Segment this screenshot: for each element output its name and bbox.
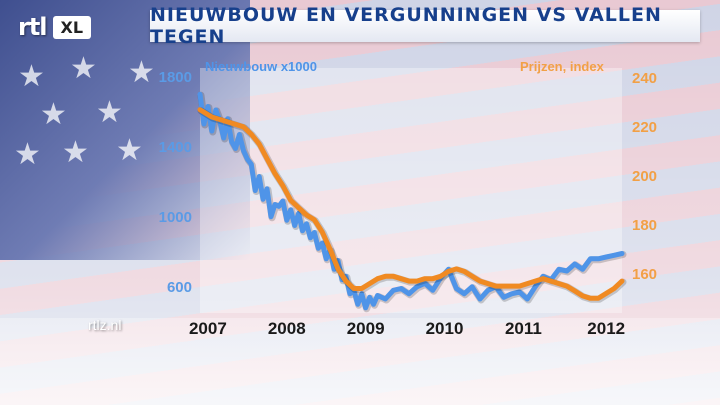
right-tick-label: 160 [632, 266, 657, 283]
star-icon: ★ [116, 134, 143, 167]
x-tick-label: 2011 [505, 319, 542, 338]
left-tick-label: 600 [167, 279, 192, 296]
left-tick-label: 1800 [159, 69, 192, 86]
x-axis-ticks: 2007 2008 2009 2010 2011 2012 [189, 319, 625, 338]
right-tick-label: 240 [632, 70, 657, 87]
series-line-shadow [197, 91, 627, 313]
left-tick-label: 1000 [159, 209, 192, 226]
star-icon: ★ [14, 138, 41, 171]
star-icon: ★ [70, 52, 97, 85]
star-icon: ★ [128, 56, 155, 89]
left-tick-label: 1400 [159, 139, 192, 156]
star-icon: ★ [18, 60, 45, 93]
x-tick-label: 2007 [189, 319, 227, 338]
bottom-band [0, 318, 720, 405]
flag-canton-background [0, 0, 250, 260]
page-title: NIEUWBOUW EN VERGUNNINGEN VS VALLEN TEGE… [150, 4, 662, 48]
brand-logo: rtl XL [18, 12, 92, 42]
logo-xl-badge: XL [52, 15, 92, 39]
source-label: rtlz.nl [88, 317, 122, 333]
left-axis-label: Nieuwbouw x1000 [205, 59, 317, 74]
right-axis-ticks: 160 180 200 220 240 [632, 70, 657, 283]
right-tick-label: 180 [632, 217, 657, 234]
series-layer [197, 91, 627, 313]
plot-area [200, 68, 622, 313]
x-tick-label: 2008 [268, 319, 306, 338]
x-tick-label: 2009 [347, 319, 385, 338]
logo-rtl-text: rtl [18, 13, 48, 41]
left-axis-ticks: 600 1000 1400 1800 [159, 69, 192, 296]
star-icon: ★ [40, 98, 67, 131]
x-tick-label: 2012 [587, 319, 625, 338]
x-tick-label: 2010 [426, 319, 464, 338]
star-icon: ★ [62, 136, 89, 169]
star-icon: ★ [96, 96, 123, 129]
right-axis-label: Prijzen, index [520, 59, 604, 74]
right-tick-label: 200 [632, 168, 657, 185]
title-bar: NIEUWBOUW EN VERGUNNINGEN VS VALLEN TEGE… [150, 4, 700, 48]
series-line-nieuwbouw [197, 91, 625, 311]
series-line-prijzen [197, 107, 625, 301]
right-tick-label: 220 [632, 119, 657, 136]
